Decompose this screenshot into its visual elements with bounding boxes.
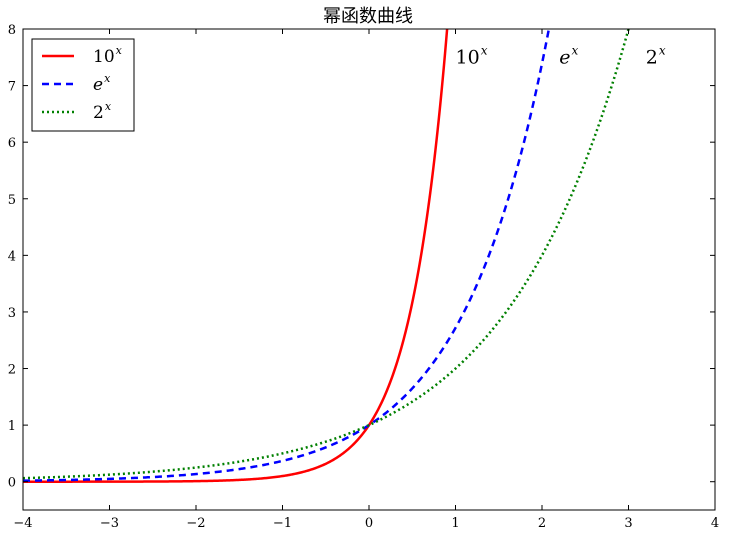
series-line-0 [23,29,449,483]
x-tick-label: 1 [451,516,459,531]
series-line-1 [23,29,551,482]
y-tick-label: 6 [8,136,16,151]
y-tick-label: 7 [8,80,16,95]
x-tick-label: −2 [186,516,205,531]
x-tick-label: 3 [624,516,632,531]
legend-label: 2x [93,100,112,123]
series-line-2 [23,29,630,480]
legend-label: 10x [93,44,123,67]
x-tick-label: 2 [538,516,546,531]
ticks-layer: −4 −3 −2 −1 0 1 2 3 4 0 1 2 3 4 5 6 7 8 [8,23,719,531]
y-tick-label: 4 [8,249,16,264]
chart-title: 幂函数曲线 [323,6,413,27]
annotation-layer: 10x ex 2x [456,43,666,68]
x-tick-label: −3 [100,516,119,531]
x-tick-label: 4 [711,516,719,531]
y-tick-label: 5 [8,193,16,208]
y-tick-label: 2 [8,363,16,378]
curve-annotation: 2x [646,43,666,68]
y-tick-label: 0 [8,476,16,491]
y-tick-label: 1 [8,419,16,434]
curve-annotation: 10x [456,43,488,68]
legend-label: ex [93,72,111,95]
legend: 10x ex 2x [31,38,135,132]
x-tick-label: −1 [273,516,292,531]
series-layer [23,29,630,483]
x-tick-label: 0 [365,516,373,531]
curve-annotation: ex [559,43,578,68]
x-tick-label: −4 [13,516,32,531]
y-tick-label: 8 [8,23,16,38]
y-tick-label: 3 [8,306,16,321]
